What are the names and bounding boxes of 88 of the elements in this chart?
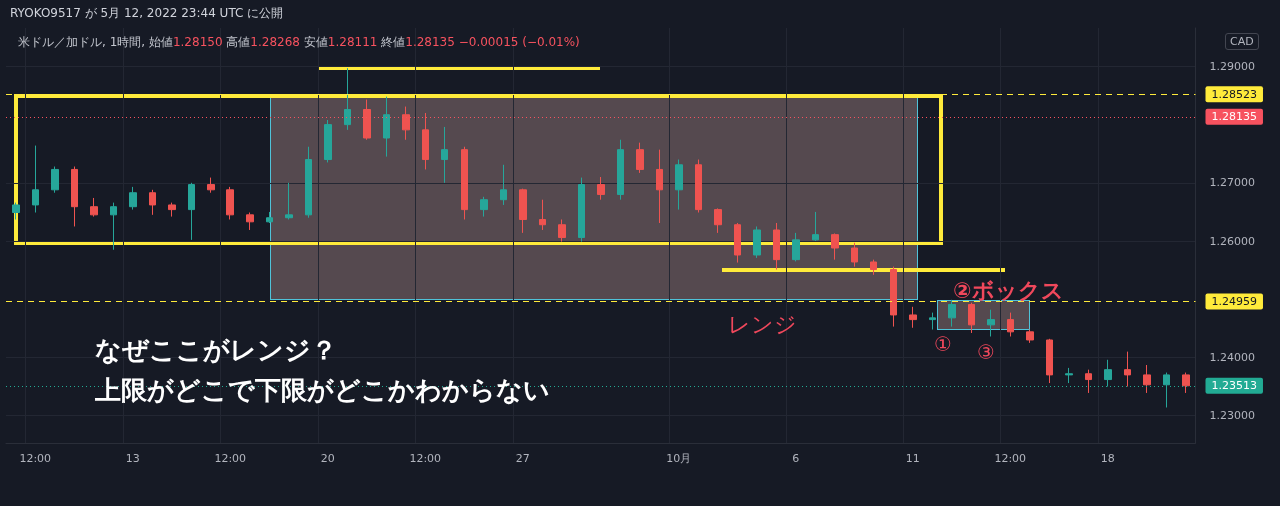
candlestick xyxy=(246,212,254,231)
y-tick-label: 1.26000 xyxy=(1209,234,1255,248)
candlestick xyxy=(149,189,156,216)
y-tick-label: 1.29000 xyxy=(1209,59,1255,73)
candlestick xyxy=(948,299,956,328)
candlestick xyxy=(461,146,468,220)
x-tick-label: 12:00 xyxy=(994,452,1027,465)
candlestick xyxy=(773,222,780,271)
ref-line-label: 1.23513 xyxy=(1211,379,1257,393)
candlestick xyxy=(1182,372,1190,394)
annotation: 上限がどこで下限がどこかわからない xyxy=(95,374,550,407)
candlestick xyxy=(188,182,195,241)
candlestick xyxy=(695,159,702,214)
candlestick xyxy=(753,225,761,259)
x-tick-label: 18 xyxy=(1100,452,1115,465)
candlestick xyxy=(305,146,312,219)
candlestick xyxy=(422,112,429,170)
candlestick xyxy=(32,145,39,214)
candlestick xyxy=(734,222,741,264)
candlestick xyxy=(558,218,566,243)
candlestick xyxy=(1065,367,1073,384)
candlestick xyxy=(851,242,858,268)
y-tick-label: 1.27000 xyxy=(1209,176,1255,190)
annotation: ① xyxy=(934,332,952,356)
annotation: ②ボックス xyxy=(953,277,1064,305)
x-tick-label: 13 xyxy=(125,452,140,465)
ref-line-label: 1.28135 xyxy=(1211,110,1257,124)
candlestick xyxy=(441,126,448,184)
annotation: なぜここがレンジ？ xyxy=(95,334,337,367)
x-tick-label: 27 xyxy=(515,452,530,465)
candlestick xyxy=(480,196,488,218)
x-tick-label: 11 xyxy=(905,452,920,465)
x-tick-label: 12:00 xyxy=(19,452,52,465)
x-tick-label: 10月 xyxy=(666,452,692,465)
annotation: レンジ xyxy=(728,311,797,339)
candlestick xyxy=(539,199,546,231)
x-tick-label: 20 xyxy=(320,452,335,465)
candlestick xyxy=(168,202,176,218)
candlestick xyxy=(831,232,839,261)
candlestick xyxy=(617,139,624,201)
candlestick xyxy=(1007,312,1014,337)
candlestick xyxy=(792,232,800,262)
candlestick xyxy=(1046,338,1053,384)
candlestick xyxy=(987,309,995,337)
candlestick xyxy=(344,67,351,131)
candlestick xyxy=(1143,364,1151,394)
candlestick xyxy=(500,164,507,206)
candlestick xyxy=(1085,369,1092,394)
candlestick xyxy=(675,159,683,211)
text: CAD xyxy=(1225,33,1259,50)
annotation: ③ xyxy=(977,340,995,364)
candlestick xyxy=(90,197,98,218)
candlestick xyxy=(578,177,585,243)
candlestick xyxy=(1124,351,1131,388)
x-tick-label: 12:00 xyxy=(214,452,247,465)
candlestick xyxy=(870,259,877,276)
candlestick xyxy=(383,96,390,158)
candlestick xyxy=(929,312,936,330)
x-tick-label: 12:00 xyxy=(409,452,442,465)
candlestick xyxy=(363,99,371,141)
candlestick xyxy=(285,182,293,220)
candlestick xyxy=(110,202,117,251)
candlestick xyxy=(12,202,20,220)
y-tick-label: 1.24000 xyxy=(1209,350,1255,364)
candlestick xyxy=(909,306,917,329)
candlestick xyxy=(656,149,663,224)
candlestick xyxy=(636,142,644,174)
chart-title: RYOKO9517 が 5月 12, 2022 23:44 UTC に公開 xyxy=(10,5,284,22)
candlestick xyxy=(266,211,273,224)
candlestick xyxy=(812,211,819,242)
candlestick xyxy=(207,177,215,194)
candlestick xyxy=(129,186,137,211)
x-tick-label: 6 xyxy=(792,452,800,465)
candlestick xyxy=(597,176,605,201)
ref-line-label: 1.24959 xyxy=(1211,295,1257,309)
candlestick xyxy=(890,266,897,328)
candlestick xyxy=(324,119,332,163)
candlestick xyxy=(71,166,78,227)
y-tick-label: 1.23000 xyxy=(1209,409,1255,423)
candlestick xyxy=(402,106,410,141)
candlestick xyxy=(519,188,527,234)
candlestick xyxy=(968,302,975,334)
ref-line-label: 1.28523 xyxy=(1211,87,1257,101)
text: 米ドル／加ドル, 1時間, 始値1.28150 高値1.28268 安値1.28111 終値1.28135 −0.00015 (−0.01%) xyxy=(18,35,580,49)
candlestick xyxy=(51,166,59,194)
candlestick xyxy=(1026,329,1034,344)
candlestick xyxy=(714,207,722,234)
candlestick xyxy=(226,186,234,220)
